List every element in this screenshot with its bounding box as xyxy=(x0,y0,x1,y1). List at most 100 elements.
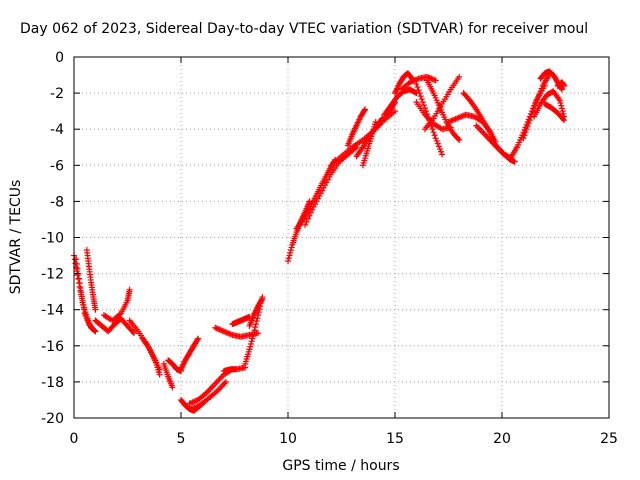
data-point-marker xyxy=(259,295,266,302)
data-point-marker xyxy=(90,326,97,333)
data-point-marker xyxy=(306,198,313,205)
data-point-marker xyxy=(558,105,565,112)
data-point-marker xyxy=(246,346,253,353)
data-point-marker xyxy=(538,85,545,92)
data-point-marker xyxy=(432,135,439,142)
data-point-marker xyxy=(247,340,254,347)
data-point-marker xyxy=(420,102,427,109)
data-point-marker xyxy=(419,99,426,106)
data-point-marker xyxy=(130,330,137,337)
data-point-marker xyxy=(77,285,84,292)
data-point-marker xyxy=(288,244,295,251)
series-arc-ai xyxy=(460,90,499,145)
data-point-marker xyxy=(536,91,543,98)
y-tick-label: -14 xyxy=(41,303,64,319)
data-point-marker xyxy=(436,146,443,153)
data-point-marker xyxy=(75,275,82,282)
y-tick-label: -6 xyxy=(50,158,64,174)
data-point-marker xyxy=(561,82,568,89)
data-point-marker xyxy=(429,126,436,133)
data-point-marker xyxy=(307,209,314,216)
series-arc-am xyxy=(520,72,553,142)
data-point-marker xyxy=(361,107,368,114)
data-point-marker xyxy=(431,132,438,139)
data-point-marker xyxy=(303,218,310,225)
series-arc-p xyxy=(212,324,262,340)
data-point-marker xyxy=(156,371,163,378)
data-point-marker xyxy=(455,135,462,142)
series-arc-ap xyxy=(541,100,568,124)
x-tick-label: 20 xyxy=(493,431,511,447)
data-point-marker xyxy=(74,265,81,272)
data-point-marker xyxy=(456,73,463,80)
y-tick-label: -10 xyxy=(41,231,64,247)
y-tick-label: -4 xyxy=(50,122,64,138)
x-tick-label: 25 xyxy=(600,431,618,447)
data-point-marker xyxy=(194,336,201,343)
series-arc-a xyxy=(71,252,99,335)
series-arc-w xyxy=(344,106,369,149)
series-arc-al xyxy=(507,82,548,162)
data-point-marker xyxy=(72,260,79,267)
data-point-marker xyxy=(362,106,369,113)
y-tick-label: -18 xyxy=(41,375,64,391)
data-point-marker xyxy=(557,100,564,107)
y-tick-label: 0 xyxy=(55,50,64,66)
series-arc-an xyxy=(537,68,565,93)
series-arc-ab xyxy=(392,70,416,97)
data-point-marker xyxy=(302,221,309,228)
x-axis-title: GPS time / hours xyxy=(282,458,399,474)
data-point-marker xyxy=(80,306,87,313)
x-tick-label: 0 xyxy=(70,431,79,447)
axis-ticks xyxy=(73,56,610,419)
data-point-marker xyxy=(252,324,259,331)
data-point-marker xyxy=(309,206,316,213)
data-point-marker xyxy=(439,151,446,158)
data-point-marker xyxy=(255,330,262,337)
data-point-marker xyxy=(169,384,176,391)
data-point-marker xyxy=(285,255,292,262)
series-arc-g xyxy=(139,335,163,378)
series-arc-o xyxy=(242,294,266,367)
y-tick-label: -8 xyxy=(50,194,64,210)
data-point-marker xyxy=(80,301,87,308)
series-arc-c xyxy=(83,247,99,313)
data-point-marker xyxy=(522,129,529,136)
data-point-marker xyxy=(537,88,544,95)
data-point-marker xyxy=(558,102,565,109)
series-arc-u xyxy=(302,144,360,228)
x-tick-label: 5 xyxy=(177,431,186,447)
data-point-marker xyxy=(287,249,294,256)
y-tick-label: -2 xyxy=(50,86,64,102)
data-point-marker xyxy=(527,114,534,121)
data-point-marker xyxy=(559,108,566,115)
data-point-marker xyxy=(412,89,419,96)
data-point-marker xyxy=(433,137,440,144)
y-tick-label: -12 xyxy=(41,267,64,283)
data-point-marker xyxy=(126,286,133,293)
data-point-marker xyxy=(251,327,258,334)
data-point-marker xyxy=(258,297,265,304)
data-point-marker xyxy=(222,378,229,385)
grid-lines xyxy=(74,57,609,418)
data-point-marker xyxy=(252,321,259,328)
data-point-marker xyxy=(286,252,293,259)
series-arc-h xyxy=(160,360,176,391)
data-point-marker xyxy=(413,81,420,88)
y-tick-label: -20 xyxy=(41,411,64,427)
series-arc-ag xyxy=(421,73,463,133)
data-point-marker xyxy=(561,117,568,124)
y-tick-label: -16 xyxy=(41,339,64,355)
data-point-marker xyxy=(306,212,313,219)
data-point-marker xyxy=(248,338,255,345)
data-point-marker xyxy=(78,293,85,300)
data-point-marker xyxy=(435,143,442,150)
data-point-marker xyxy=(392,108,398,115)
data-point-marker xyxy=(416,90,423,97)
data-points xyxy=(71,68,568,414)
data-point-marker xyxy=(524,123,531,130)
chart-title: Day 062 of 2023, Sidereal Day-to-day VTE… xyxy=(20,21,588,37)
data-point-marker xyxy=(89,325,96,332)
data-point-marker xyxy=(417,93,424,100)
